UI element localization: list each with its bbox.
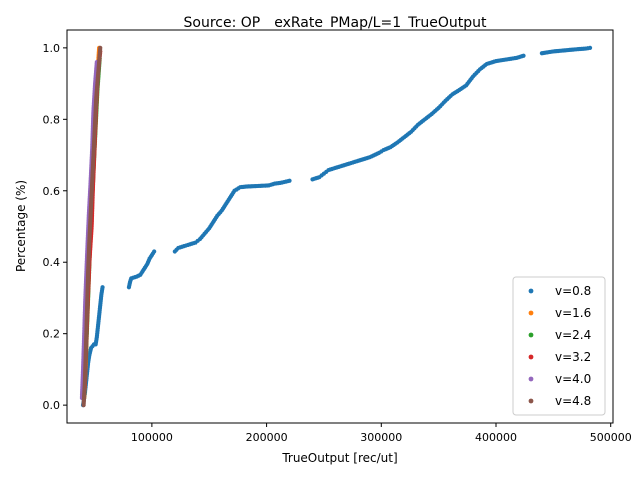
legend: v=0.8 v=1.6 v=2.4 v=3.2 v=4.0 v=4.8 [512,276,606,416]
x-axis-label: TrueOutput [rec/ut] [281,451,397,465]
legend-label: v=4.8 [555,394,591,408]
legend-marker [528,376,534,382]
y-tick-label: 0.6 [43,185,61,198]
plot-area [79,45,593,408]
x-tick-label: 400000 [475,431,517,444]
legend-label: v=0.8 [555,284,591,298]
legend-label: v=1.6 [555,306,591,320]
data-point [287,178,292,183]
y-axis-ticks: 0.0 0.2 0.4 0.6 0.8 1.0 [43,42,67,412]
data-point [587,45,593,50]
legend-marker [528,398,534,404]
legend-marker [528,354,534,360]
y-axis-label: Percentage (%) [14,180,28,272]
chart-title: Source: OP__exRate_PMap/L=1_TrueOutput [184,15,487,31]
legend-label: v=3.2 [555,350,591,364]
legend-marker [528,288,534,294]
y-tick-label: 1.0 [43,42,61,55]
y-tick-label: 0.0 [43,399,61,412]
legend-marker [528,310,534,316]
series-v=4.8 [81,45,103,408]
x-tick-label: 300000 [360,431,402,444]
x-tick-label: 500000 [590,431,632,444]
legend-label: v=4.0 [555,372,591,386]
x-tick-label: 200000 [246,431,288,444]
legend-box [512,276,606,416]
axes-frame [66,29,614,424]
data-point [152,249,157,254]
data-point [521,53,526,58]
y-tick-label: 0.2 [43,328,61,341]
data-point [98,45,103,50]
y-tick-label: 0.4 [43,256,61,269]
data-point [100,285,105,290]
legend-marker [528,332,534,338]
x-tick-label: 100000 [131,431,173,444]
x-axis-ticks: 100000 200000 300000 400000 500000 [131,423,632,444]
y-tick-label: 0.8 [43,113,61,126]
legend-label: v=2.4 [555,328,591,342]
